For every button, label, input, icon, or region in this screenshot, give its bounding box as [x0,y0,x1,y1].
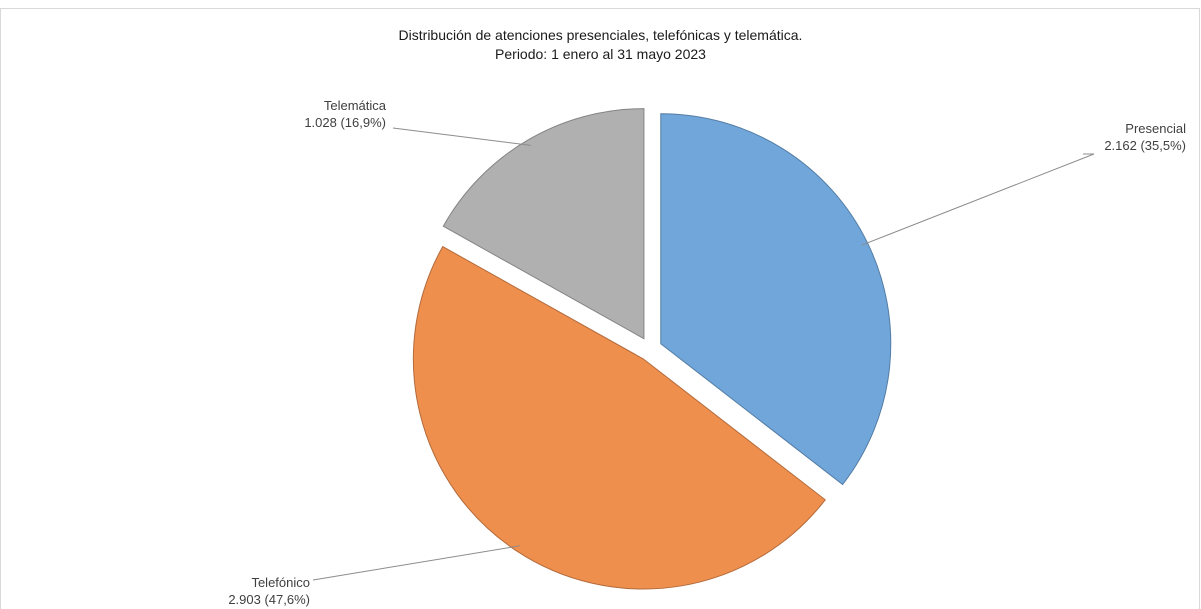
chart-subtitle: Periodo: 1 enero al 31 mayo 2023 [495,46,706,62]
data-label-value: 1.028 (16,9%) [304,115,386,130]
data-label-name: Telefónico [251,575,310,590]
leader-line [312,545,520,581]
pie-slices [412,108,892,590]
pie-slice-telematica [443,108,644,339]
pie-slice-presencial [660,113,891,485]
pie-slice-edge [412,245,826,590]
chart-title-block: Distribución de atenciones presenciales,… [0,26,1201,64]
data-label-value: 2.162 (35,5%) [1104,138,1186,153]
data-label-name: Telemática [324,98,387,113]
leader-line [861,153,1095,246]
data-label-value: 2.903 (47,6%) [228,592,310,607]
data-label-name: Presencial [1125,121,1186,136]
leader-line [392,127,531,146]
pie-slice-edge [442,108,645,340]
pie-slice-telefonico [413,246,826,590]
chart-title: Distribución de atenciones presenciales,… [398,27,803,43]
leader-lines [312,127,1095,581]
data-labels: Presencial 2.162 (35,5%) Telefónico 2.903 (… [228,98,1186,607]
